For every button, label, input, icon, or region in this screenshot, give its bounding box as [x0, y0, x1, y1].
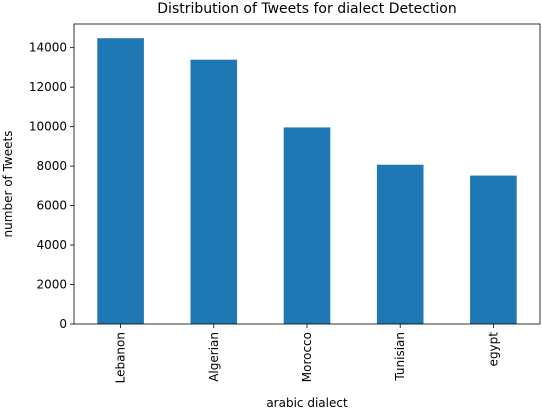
y-tick-label: 0 [59, 317, 67, 331]
y-tick-label: 8000 [36, 159, 67, 173]
x-tick-label: Lebanon [114, 332, 128, 383]
y-tick-label: 6000 [36, 199, 67, 213]
plot-area: Lebanon Algerian Morocco Tunisian egypt 0 2000… [29, 23, 541, 383]
bar-tunisian [376, 164, 424, 324]
y-tick-label: 2000 [36, 278, 67, 292]
y-axis-label: number of Tweets [1, 131, 15, 238]
y-tick-label: 10000 [29, 120, 67, 134]
bar-morocco [283, 127, 331, 324]
bar-egypt [470, 175, 517, 324]
plot-frame [73, 23, 541, 325]
x-axis-label: arabic dialect [266, 396, 348, 408]
chart-title: Distribution of Tweets for dialect Detec… [157, 1, 456, 17]
y-tick-label: 14000 [29, 41, 67, 55]
bar-lebanon [97, 38, 144, 325]
x-tick-label: Morocco [300, 332, 314, 382]
bar-algerian [190, 59, 238, 324]
x-tick-label: egypt [486, 332, 500, 367]
x-tick-label: Algerian [207, 332, 221, 382]
x-tick-label: Tunisian [393, 332, 407, 382]
y-tick-label: 12000 [29, 80, 67, 94]
y-tick-label: 4000 [36, 238, 67, 252]
